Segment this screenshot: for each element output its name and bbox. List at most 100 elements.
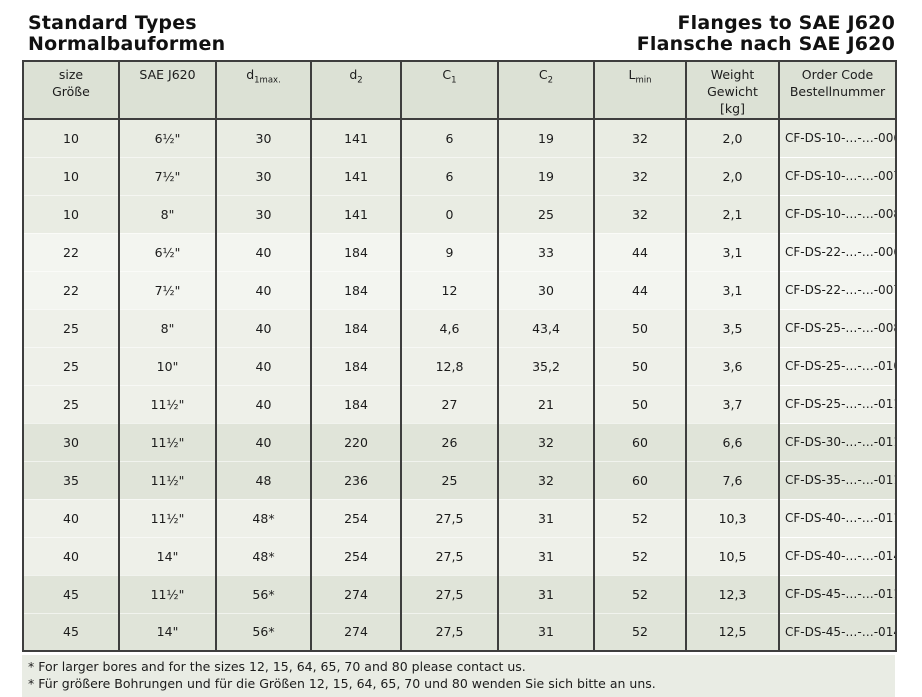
cell-sae: 8" — [118, 308, 217, 347]
cell-d2: 236 — [310, 460, 402, 499]
cell-weight: 2,1 — [685, 194, 780, 233]
cell-c2: 43,4 — [497, 308, 595, 347]
table-row: 22 7½" 40 184 12 30 44 3,1 CF-DS-22-…-…-… — [22, 270, 897, 309]
cell-c2: 33 — [497, 232, 595, 271]
table-body: 10 6½" 30 141 6 19 32 2,0 CF-DS-10-…-…-0… — [22, 118, 897, 651]
cell-size: 30 — [22, 422, 120, 461]
cell-c1: 12 — [400, 270, 499, 309]
cell-size: 10 — [22, 194, 120, 233]
header-sae-j620: SAE J620 — [118, 60, 217, 120]
table-row: 45 11½" 56* 274 27,5 31 52 12,3 CF-DS-45… — [22, 574, 897, 613]
cell-order-code: CF-DS-22-…-…-006 — [778, 232, 897, 271]
cell-d1max: 40 — [215, 308, 312, 347]
cell-d2: 274 — [310, 574, 402, 613]
cell-weight: 2,0 — [685, 118, 780, 157]
header-lmin: Lmin — [593, 60, 687, 120]
cell-size: 25 — [22, 308, 120, 347]
cell-d2: 184 — [310, 232, 402, 271]
cell-d2: 141 — [310, 156, 402, 195]
cell-sae: 11½" — [118, 498, 217, 537]
cell-weight: 3,1 — [685, 270, 780, 309]
flange-spec-table: size Größe SAE J620 d1max. d2 C1 C2 — [22, 60, 897, 652]
table-row: 22 6½" 40 184 9 33 44 3,1 CF-DS-22-…-…-0… — [22, 232, 897, 271]
cell-weight: 12,3 — [685, 574, 780, 613]
table-row: 40 11½" 48* 254 27,5 31 52 10,3 CF-DS-40… — [22, 498, 897, 537]
cell-weight: 10,3 — [685, 498, 780, 537]
cell-d1max: 30 — [215, 156, 312, 195]
cell-order-code: CF-DS-25-…-…-008 — [778, 308, 897, 347]
cell-c2: 31 — [497, 612, 595, 651]
cell-size: 25 — [22, 346, 120, 385]
cell-d1max: 40 — [215, 270, 312, 309]
header-order-code: Order Code Bestellnummer — [778, 60, 897, 120]
table-row: 35 11½" 48 236 25 32 60 7,6 CF-DS-35-…-…… — [22, 460, 897, 499]
cell-order-code: CF-DS-40-…-…-011 — [778, 498, 897, 537]
header-weight: Weight Gewicht [kg] — [685, 60, 780, 120]
table-row: 10 6½" 30 141 6 19 32 2,0 CF-DS-10-…-…-0… — [22, 118, 897, 157]
cell-sae: 6½" — [118, 118, 217, 157]
cell-d2: 184 — [310, 270, 402, 309]
cell-lmin: 50 — [593, 308, 687, 347]
cell-c1: 0 — [400, 194, 499, 233]
cell-c1: 12,8 — [400, 346, 499, 385]
cell-c2: 31 — [497, 574, 595, 613]
cell-size: 25 — [22, 384, 120, 423]
header-size: size Größe — [22, 60, 120, 120]
cell-d1max: 30 — [215, 194, 312, 233]
cell-lmin: 60 — [593, 422, 687, 461]
cell-c2: 30 — [497, 270, 595, 309]
table-header: size Größe SAE J620 d1max. d2 C1 C2 — [22, 60, 897, 120]
cell-lmin: 60 — [593, 460, 687, 499]
footnotes: * For larger bores and for the sizes 12,… — [22, 655, 895, 697]
page-title-left: Standard Types Normalbauformen — [28, 13, 225, 55]
cell-lmin: 52 — [593, 612, 687, 651]
cell-c1: 6 — [400, 156, 499, 195]
cell-d1max: 40 — [215, 232, 312, 271]
cell-c1: 27,5 — [400, 536, 499, 575]
cell-order-code: CF-DS-30-…-…-011 — [778, 422, 897, 461]
cell-c2: 35,2 — [497, 346, 595, 385]
cell-c2: 21 — [497, 384, 595, 423]
cell-d1max: 48 — [215, 460, 312, 499]
cell-order-code: CF-DS-25-…-…-011 — [778, 384, 897, 423]
table-row: 40 14" 48* 254 27,5 31 52 10,5 CF-DS-40-… — [22, 536, 897, 575]
cell-d2: 254 — [310, 498, 402, 537]
title-left-line1: Standard Types — [28, 12, 197, 34]
cell-sae: 11½" — [118, 460, 217, 499]
cell-order-code: CF-DS-22-…-…-007 — [778, 270, 897, 309]
cell-size: 10 — [22, 156, 120, 195]
cell-c2: 32 — [497, 422, 595, 461]
cell-lmin: 32 — [593, 118, 687, 157]
cell-weight: 3,1 — [685, 232, 780, 271]
cell-c1: 27,5 — [400, 574, 499, 613]
title-right-line1: Flanges to SAE J620 — [677, 12, 895, 34]
cell-c1: 26 — [400, 422, 499, 461]
cell-size: 22 — [22, 270, 120, 309]
cell-order-code: CF-DS-10-…-…-006 — [778, 118, 897, 157]
cell-lmin: 32 — [593, 156, 687, 195]
table-row: 25 8" 40 184 4,6 43,4 50 3,5 CF-DS-25-…-… — [22, 308, 897, 347]
cell-d2: 184 — [310, 308, 402, 347]
cell-weight: 3,6 — [685, 346, 780, 385]
table-row: 10 8" 30 141 0 25 32 2,1 CF-DS-10-…-…-00… — [22, 194, 897, 233]
footnote-de: * Für größere Bohrungen und für die Größ… — [28, 676, 656, 691]
cell-size: 35 — [22, 460, 120, 499]
cell-order-code: CF-DS-35-…-…-011 — [778, 460, 897, 499]
cell-lmin: 44 — [593, 270, 687, 309]
cell-c2: 25 — [497, 194, 595, 233]
cell-d2: 274 — [310, 612, 402, 651]
cell-d1max: 56* — [215, 574, 312, 613]
header-d1max: d1max. — [215, 60, 312, 120]
cell-c2: 19 — [497, 156, 595, 195]
cell-lmin: 52 — [593, 574, 687, 613]
cell-lmin: 44 — [593, 232, 687, 271]
cell-size: 10 — [22, 118, 120, 157]
cell-lmin: 52 — [593, 498, 687, 537]
cell-d1max: 56* — [215, 612, 312, 651]
cell-size: 45 — [22, 574, 120, 613]
cell-c1: 25 — [400, 460, 499, 499]
cell-order-code: CF-DS-25-…-…-010 — [778, 346, 897, 385]
cell-d2: 254 — [310, 536, 402, 575]
cell-sae: 11½" — [118, 574, 217, 613]
